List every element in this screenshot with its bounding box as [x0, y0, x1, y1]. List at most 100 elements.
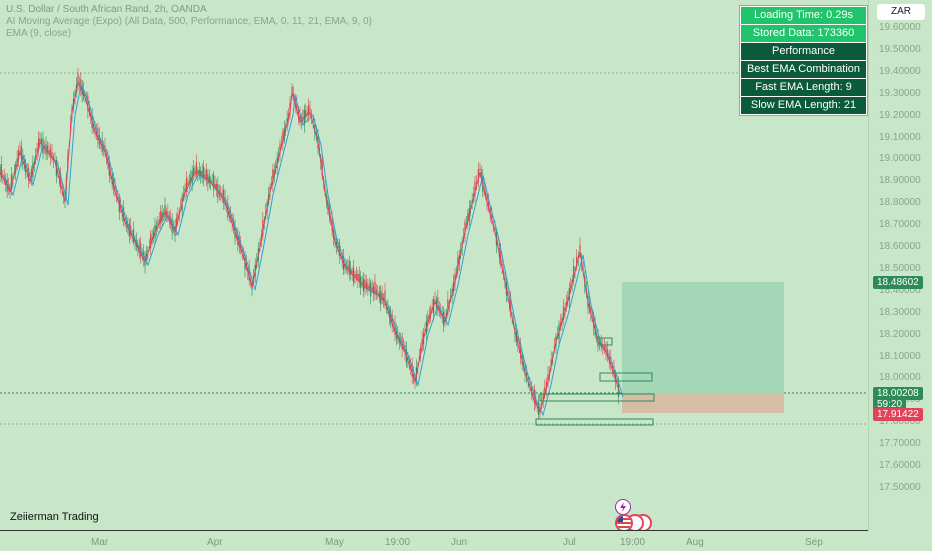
candle-body: [340, 253, 342, 256]
candle-body: [464, 221, 466, 235]
candle-body: [294, 97, 296, 105]
candle-body: [564, 308, 566, 312]
candle-body: [214, 183, 216, 187]
candle-body: [51, 151, 53, 159]
candle-body: [307, 104, 310, 116]
candle-body: [197, 170, 199, 174]
candle-body: [112, 178, 115, 189]
price-tick: 18.70000: [879, 219, 921, 231]
currency-badge[interactable]: ZAR: [877, 4, 925, 20]
candle-body: [205, 170, 208, 181]
price-tick: 18.80000: [879, 197, 921, 209]
candle-body: [570, 285, 572, 289]
candle-body: [610, 357, 612, 367]
us-flag-icon[interactable]: [615, 514, 633, 532]
chart-area[interactable]: U.S. Dollar / South African Rand, 2h, OA…: [0, 0, 868, 532]
candle-body: [49, 148, 52, 158]
time-label-mar: Mar: [91, 537, 109, 548]
candle-body: [603, 345, 605, 350]
candle-body: [306, 112, 308, 114]
candle-body: [605, 346, 607, 353]
candle-body: [397, 333, 399, 339]
lightning-icon[interactable]: [615, 499, 631, 515]
candle-body: [10, 174, 13, 191]
candle-body: [107, 157, 109, 164]
candle-body: [165, 210, 168, 215]
symbol-legend[interactable]: U.S. Dollar / South African Rand, 2h, OA…: [6, 4, 207, 15]
candle-body: [547, 374, 549, 384]
slow-ema-line: [2, 83, 624, 417]
loading-time-row: Loading Time: 0.29s: [741, 7, 866, 24]
candle-body: [147, 250, 149, 253]
price-tick: 19.10000: [879, 131, 921, 143]
time-axis[interactable]: Mar Apr May 19:00 Jun Jul 19:00 Aug Sep: [0, 530, 868, 551]
candle-body: [124, 218, 126, 221]
candle-body: [188, 180, 190, 183]
target-price-badge: 18.48602: [873, 276, 923, 289]
candle-body: [387, 307, 389, 311]
candle-body: [187, 182, 189, 186]
price-tick: 18.90000: [879, 175, 921, 187]
candle-body: [367, 283, 369, 289]
candle-body: [385, 303, 388, 306]
candle-body: [302, 116, 304, 118]
candle-body: [328, 204, 330, 216]
candle-body: [36, 148, 38, 154]
candle-body: [477, 169, 479, 182]
candle-body: [250, 278, 252, 281]
candle-body: [5, 179, 7, 185]
candle-body: [351, 270, 353, 273]
candle-body: [210, 179, 212, 183]
candle-body: [394, 322, 396, 335]
stats-table: Loading Time: 0.29s Stored Data: 173360 …: [739, 5, 868, 116]
candle-body: [480, 172, 482, 179]
price-tick: 19.40000: [879, 65, 921, 77]
candle-body: [157, 222, 159, 226]
candle-body: [207, 174, 209, 184]
candle-body: [591, 316, 593, 318]
candle-body: [355, 274, 358, 278]
candle-body: [613, 367, 615, 375]
candle-body: [152, 231, 155, 236]
candle-body: [348, 261, 350, 275]
candle-body: [117, 198, 119, 200]
candle-body: [241, 249, 243, 253]
price-tick: 18.40000: [879, 284, 921, 296]
price-axis[interactable]: ZAR 19.60000 19.50000 19.40000 19.30000 19.2…: [868, 0, 932, 530]
candle-body: [77, 73, 79, 84]
zone-box-4: [535, 418, 654, 426]
candle-body: [120, 204, 122, 209]
price-chart[interactable]: [0, 0, 868, 530]
ema-legend[interactable]: EMA (9, close): [6, 28, 72, 39]
candle-body: [240, 243, 242, 250]
candle-body: [202, 166, 205, 180]
candle-body: [201, 170, 203, 179]
candle-body: [382, 297, 385, 301]
candle-body: [517, 335, 519, 345]
candle-body: [454, 273, 456, 284]
candle-body: [175, 218, 178, 228]
candle-body: [400, 340, 402, 343]
candle-body: [94, 127, 96, 132]
price-tick: 19.30000: [879, 87, 921, 99]
candle-body: [341, 253, 343, 261]
time-label-jun: Jun: [451, 537, 468, 548]
candle-body: [232, 220, 235, 229]
candle-body: [61, 187, 63, 190]
indicator-legend[interactable]: AI Moving Average (Expo) (All Data, 500,…: [6, 16, 372, 27]
price-tick: 18.10000: [879, 350, 921, 362]
candle-body: [95, 130, 98, 135]
candle-body: [194, 169, 196, 171]
candle-body: [447, 299, 449, 315]
candle-body: [381, 293, 383, 300]
candle-body: [430, 309, 432, 316]
candle-body: [556, 334, 559, 336]
candle-body: [57, 168, 59, 174]
current-price-badge: 18.00208: [873, 387, 923, 400]
candle-body: [135, 240, 138, 247]
countdown-badge: 59:20: [873, 398, 907, 411]
candle-body: [287, 113, 290, 118]
candle-body: [245, 262, 247, 267]
candle-body: [572, 266, 575, 282]
candle-body: [17, 150, 20, 160]
